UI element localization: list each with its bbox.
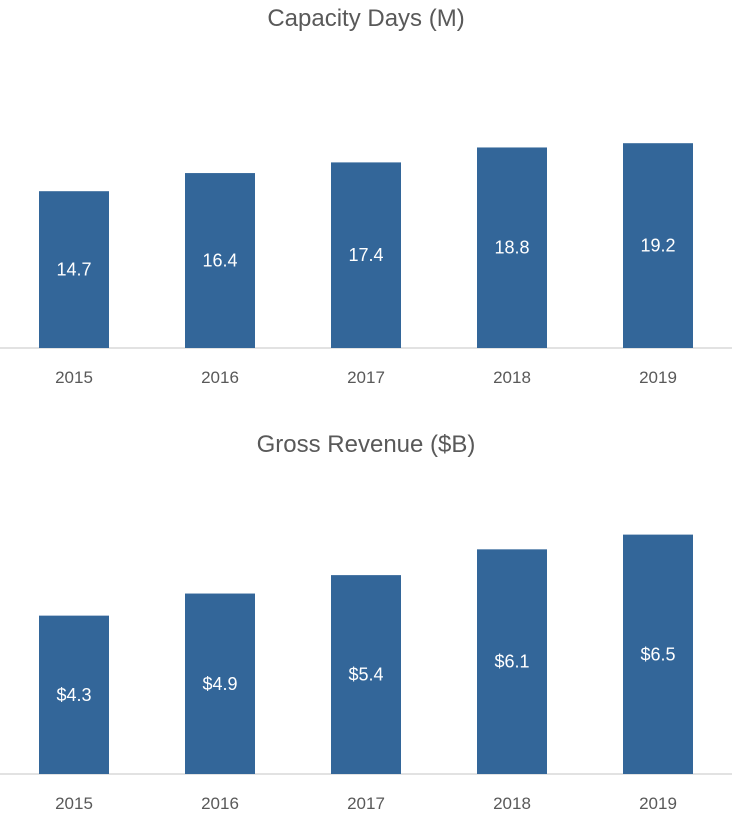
- bar-2016: [185, 173, 255, 348]
- x-tick-label-2018: 2018: [493, 368, 531, 387]
- bars-group: 14.7 2015 16.4 2016 17.4 2017 18.8 2018 19.2 2019: [39, 143, 693, 387]
- x-tick-label-2017: 2017: [347, 794, 385, 813]
- chart-title: Capacity Days (M): [267, 5, 464, 32]
- bar-2017: [331, 162, 401, 348]
- bar-2017: [331, 575, 401, 774]
- data-label-2016: $4.9: [202, 674, 237, 694]
- data-label-2019: $6.5: [640, 644, 675, 664]
- x-tick-label-2018: 2018: [493, 794, 531, 813]
- data-label-2015: $4.3: [56, 685, 91, 705]
- bar-2019: [623, 534, 693, 774]
- x-tick-label-2015: 2015: [55, 794, 93, 813]
- data-label-2017: $5.4: [348, 665, 383, 685]
- chart-title: Gross Revenue ($B): [257, 431, 476, 458]
- data-label-2018: $6.1: [494, 652, 529, 672]
- x-tick-label-2019: 2019: [639, 794, 677, 813]
- x-tick-label-2017: 2017: [347, 368, 385, 387]
- x-tick-label-2015: 2015: [55, 368, 93, 387]
- data-label-2015: 14.7: [56, 260, 91, 280]
- bar-2019: [623, 143, 693, 348]
- x-tick-label-2016: 2016: [201, 368, 239, 387]
- gross-revenue-chart-svg: Gross Revenue ($B) $4.3 2015 $4.9 2016 $5.4 2…: [0, 431, 732, 813]
- x-tick-label-2016: 2016: [201, 794, 239, 813]
- bar-2015: [39, 191, 109, 348]
- capacity-days-chart: Capacity Days (M) 14.7 2015 16.4 2016 17.4 20…: [0, 5, 732, 387]
- data-label-2018: 18.8: [494, 238, 529, 258]
- capacity-days-chart-svg: Capacity Days (M) 14.7 2015 16.4 2016 17.4 20…: [0, 5, 732, 387]
- data-label-2019: 19.2: [640, 236, 675, 256]
- bar-2018: [477, 147, 547, 348]
- bar-2015: [39, 615, 109, 774]
- bar-2018: [477, 549, 547, 774]
- data-label-2016: 16.4: [202, 251, 237, 271]
- bar-2016: [185, 593, 255, 774]
- data-label-2017: 17.4: [348, 245, 383, 265]
- bars-group: $4.3 2015 $4.9 2016 $5.4 2017 $6.1 2018 $6.5 2019: [39, 534, 693, 813]
- gross-revenue-chart: Gross Revenue ($B) $4.3 2015 $4.9 2016 $5.4 2…: [0, 420, 732, 818]
- x-tick-label-2019: 2019: [639, 368, 677, 387]
